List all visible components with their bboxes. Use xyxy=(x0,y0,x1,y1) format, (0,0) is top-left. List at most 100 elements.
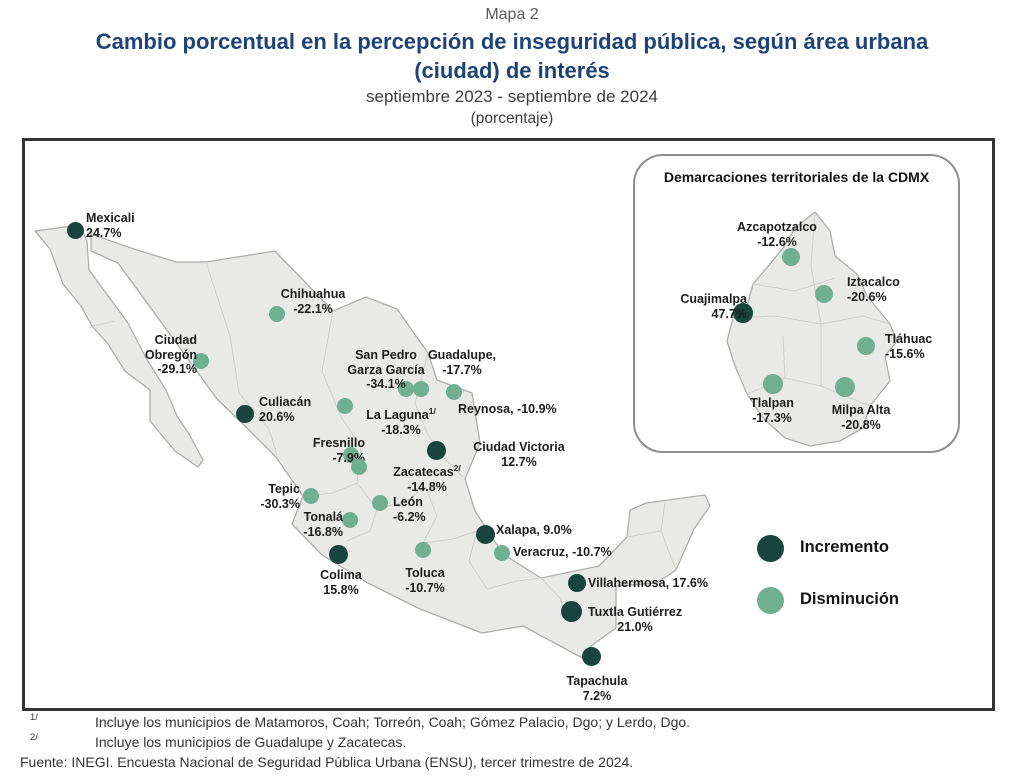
city-label-chihuahua: Chihuahua -22.1% xyxy=(281,287,346,316)
city-label-line: Colima xyxy=(320,568,362,582)
legend-swatch-decrease xyxy=(757,587,784,614)
city-label-line: 21.0% xyxy=(617,619,653,634)
city-dot-veracruz xyxy=(494,545,510,561)
city-label-colima: Colima 15.8% xyxy=(320,568,362,597)
footnote-text: Incluye los municipios de Matamoros, Coa… xyxy=(95,714,691,730)
figure-period: septiembre 2023 - septiembre de 2024 xyxy=(365,87,658,106)
city-label-ciudad-victoria: Ciudad Victoria 12.7% xyxy=(473,440,564,469)
city-label-xalapa: Xalapa, 9.0% xyxy=(496,523,572,538)
city-label-la-laguna: La Laguna1/-18.3% xyxy=(366,404,436,437)
city-label-line: -20.8% xyxy=(841,417,881,432)
city-label-tepic: Tepic -30.3% xyxy=(260,482,300,511)
baja-california-outline xyxy=(34,224,204,468)
city-label-line: Azcapotzalco xyxy=(737,220,817,234)
city-label-line: 47.7% xyxy=(711,306,747,321)
city-label-line: Guadalupe, xyxy=(427,348,497,362)
city-dot-tepic xyxy=(303,488,319,504)
city-label-line: Tapachula xyxy=(566,674,628,688)
city-label-villahermosa: Villahermosa, 17.6% xyxy=(588,576,708,591)
city-label-tapachula: Tapachula 7.2% xyxy=(567,674,628,703)
city-label-line: Mexicali xyxy=(86,211,135,225)
city-dot-tonala xyxy=(342,512,358,528)
city-label-cuajimalpa: Cuajimalpa 47.7% xyxy=(680,292,747,321)
city-label-reynosa: Reynosa, -10.9% xyxy=(458,402,557,417)
city-label-line: Obregón xyxy=(144,347,197,362)
city-label-line: Veracruz, -10.7% xyxy=(513,545,612,559)
figure-title: Cambio porcentual en la percepción de in… xyxy=(0,27,1024,85)
city-dot-culiacan xyxy=(236,405,254,423)
footnote-1: 1/Incluye los municipios de Matamoros, C… xyxy=(20,712,1012,734)
footnote-text: Fuente: INEGI. Encuesta Nacional de Segu… xyxy=(20,754,634,770)
city-label-guadalupe: Guadalupe, -17.7% xyxy=(428,348,496,377)
city-label-line: -12.6% xyxy=(757,234,797,249)
city-label-line: La Laguna1/ xyxy=(366,406,436,423)
city-label-line: Fresnillo xyxy=(312,436,365,450)
legend-label: Disminución xyxy=(800,590,900,608)
city-dot-villahermosa xyxy=(568,574,586,592)
city-label-azcapotzalco: Azcapotzalco -12.6% xyxy=(737,220,817,249)
city-label-line: -22.1% xyxy=(293,301,333,316)
city-label-line: Tuxtla Gutiérrez xyxy=(587,605,683,619)
city-label-line: -17.7% xyxy=(442,362,482,377)
city-dot-xalapa xyxy=(475,524,495,544)
city-dot-san-pedro-garza-garcia xyxy=(398,381,414,397)
source-note: Fuente: INEGI. Encuesta Nacional de Segu… xyxy=(20,754,1012,774)
footnotes: 1/Incluye los municipios de Matamoros, C… xyxy=(20,712,1012,774)
city-dot-tuxtla-gutierrez xyxy=(560,600,582,622)
city-label-line: Tlalpan xyxy=(750,396,794,410)
city-label-line: -6.2% xyxy=(393,509,426,524)
city-label-line: -30.3% xyxy=(260,496,300,511)
footnote-text: Incluye los municipios de Guadalupe y Za… xyxy=(95,734,407,750)
city-label-line: -10.7% xyxy=(405,580,445,595)
city-label-tlalpan: Tlalpan -17.3% xyxy=(750,396,794,425)
legend-swatch-increase xyxy=(757,535,784,562)
city-label-line: Reynosa, -10.9% xyxy=(458,402,557,416)
city-dot-tlalpan xyxy=(763,374,783,394)
city-label-ciudad-obregon: Ciudad Obregón -29.1% xyxy=(145,333,197,377)
city-label-line: -29.1% xyxy=(157,362,197,376)
city-label-leon: León -6.2% xyxy=(393,495,426,524)
footnote-marker: 2/ xyxy=(30,732,38,743)
city-dot-toluca xyxy=(415,542,431,558)
legend-label: Incremento xyxy=(800,538,889,556)
city-label-iztacalco: Iztacalco -20.6% xyxy=(847,275,900,304)
city-label-line: Xalapa, 9.0% xyxy=(496,523,572,537)
city-label-line: León xyxy=(393,495,423,509)
city-label-tonala: Tonalá -16.8% xyxy=(303,510,343,539)
city-dot-chihuahua xyxy=(269,306,285,322)
city-label-tlahuac: Tláhuac -15.6% xyxy=(885,332,932,361)
city-label-line: -34.1% xyxy=(366,377,406,391)
city-label-line: Ciudad xyxy=(154,333,197,347)
city-label-line: Iztacalco xyxy=(847,275,900,289)
city-label-line: Garza García xyxy=(347,362,425,377)
city-label-line: Tonalá xyxy=(303,510,343,524)
cdmx-inset-title: Demarcaciones territoriales de la CDMX xyxy=(663,169,930,185)
city-dot-ciudad-obregon xyxy=(193,353,209,369)
city-label-line: Villahermosa, 17.6% xyxy=(588,576,708,590)
city-label-culiacan: Culiacán 20.6% xyxy=(259,395,311,424)
city-label-milpa-alta: Milpa Alta -20.8% xyxy=(832,403,891,432)
figure-title-line: Cambio porcentual en la percepción de in… xyxy=(95,29,929,54)
city-label-line: 20.6% xyxy=(259,409,295,424)
figure-title-line: (ciudad) de interés xyxy=(414,58,610,83)
city-dot-guadalupe xyxy=(413,381,429,397)
city-dot-tlahuac xyxy=(857,337,875,355)
city-label-line: Tláhuac xyxy=(885,332,933,346)
city-dot-iztacalco xyxy=(815,285,833,303)
figure-unit: (porcentaje) xyxy=(470,110,554,127)
city-label-zacatecas: Zacatecas2/-14.8% xyxy=(393,461,461,494)
city-dot-zacatecas xyxy=(351,459,367,475)
city-dot-leon xyxy=(372,495,388,511)
city-label-line: -18.3% xyxy=(381,422,421,437)
city-dot-azcapotzalco xyxy=(782,248,800,266)
city-label-line: Tepic xyxy=(268,482,300,496)
city-label-line: Culiacán xyxy=(259,395,312,409)
city-label-line: -17.3% xyxy=(752,410,792,425)
city-label-line: Toluca xyxy=(405,566,445,580)
mexico-map-graphic xyxy=(34,224,711,662)
city-dot-milpa-alta xyxy=(835,377,855,397)
city-label-line: 24.7% xyxy=(86,225,122,240)
city-label-line: Chihuahua xyxy=(280,287,346,301)
city-label-line: Zacatecas2/ xyxy=(393,463,461,480)
